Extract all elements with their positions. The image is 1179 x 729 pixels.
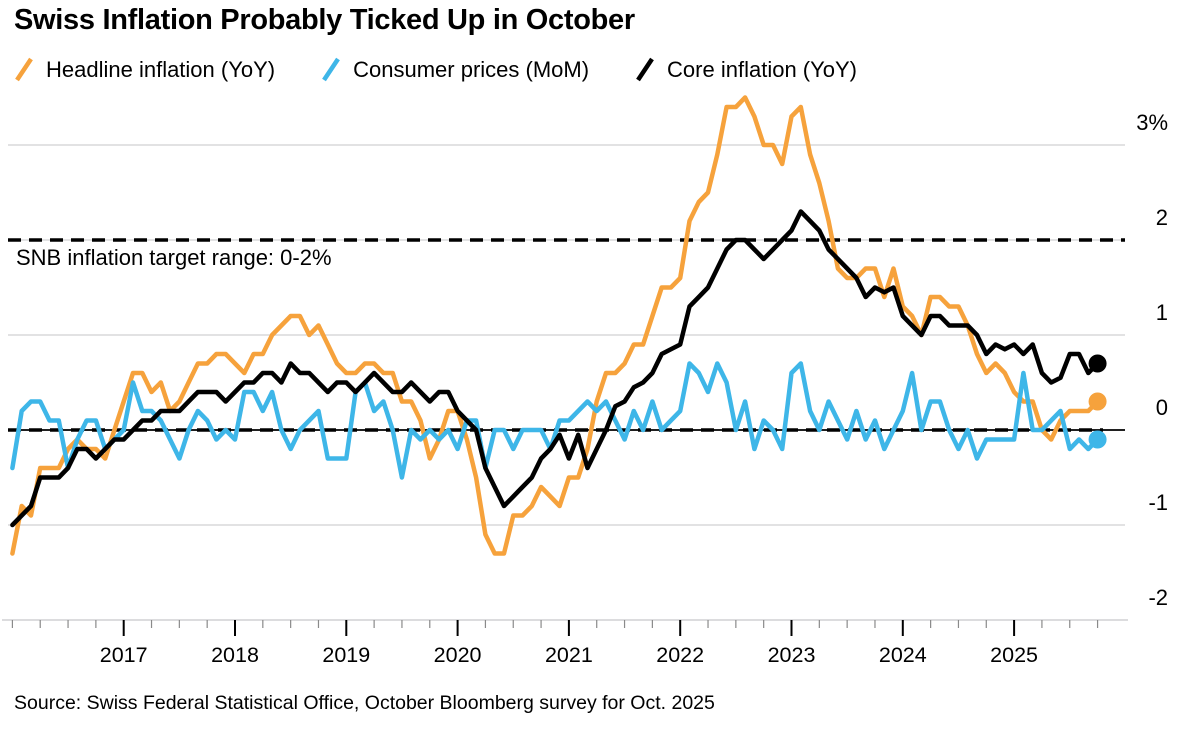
snb-target-annotation: SNB inflation target range: 0-2% <box>16 245 332 270</box>
y-axis-label: 0 <box>1156 395 1168 420</box>
blue-slash-icon <box>322 57 340 82</box>
x-axis-year-label: 2017 <box>100 643 148 667</box>
y-axis-label: -1 <box>1148 490 1168 515</box>
inflation-line-chart: 2017 2018 2019 2020 2021 2022 2023 2024 2025 3% 2 1… <box>2 95 1168 667</box>
x-axis-year-label: 2023 <box>768 643 816 667</box>
y-axis-label: 3% <box>1136 110 1168 135</box>
x-axis-year-label: 2018 <box>211 643 259 667</box>
x-axis-year-label: 2021 <box>545 643 593 667</box>
x-axis-year-label: 2022 <box>656 643 704 667</box>
x-axis-year-label: 2025 <box>990 643 1038 667</box>
legend-item-consumer-prices: Consumer prices (MoM) <box>321 56 589 83</box>
source-line: Source: Swiss Federal Statistical Office… <box>14 692 715 714</box>
legend-item-core: Core inflation (YoY) <box>635 56 857 83</box>
black-slash-icon <box>636 57 654 82</box>
chart-legend: Headline inflation (YoY) Consumer prices… <box>14 56 857 83</box>
legend-label: Core inflation (YoY) <box>667 56 858 82</box>
endpoint-dot-consumer-mom <box>1088 430 1107 449</box>
endpoint-dot-core <box>1088 354 1107 373</box>
series-line-headline <box>10 95 1100 556</box>
legend-label: Consumer prices (MoM) <box>353 56 590 82</box>
series-line-core <box>10 209 1100 528</box>
series-line-consumer-mom <box>10 361 1100 480</box>
x-axis-year-label: 2020 <box>434 643 482 667</box>
y-axis-label: 2 <box>1156 205 1168 230</box>
legend-item-headline: Headline inflation (YoY) <box>14 56 275 83</box>
legend-label: Headline inflation (YoY) <box>46 56 276 82</box>
x-axis-year-label: 2019 <box>322 643 370 667</box>
orange-slash-icon <box>15 57 33 82</box>
y-axis-label: 1 <box>1156 300 1168 325</box>
endpoint-dot-headline <box>1088 392 1107 411</box>
x-axis-year-label: 2024 <box>879 643 927 667</box>
y-axis-label: -2 <box>1148 585 1168 610</box>
page-title: Swiss Inflation Probably Ticked Up in Oc… <box>14 4 635 36</box>
